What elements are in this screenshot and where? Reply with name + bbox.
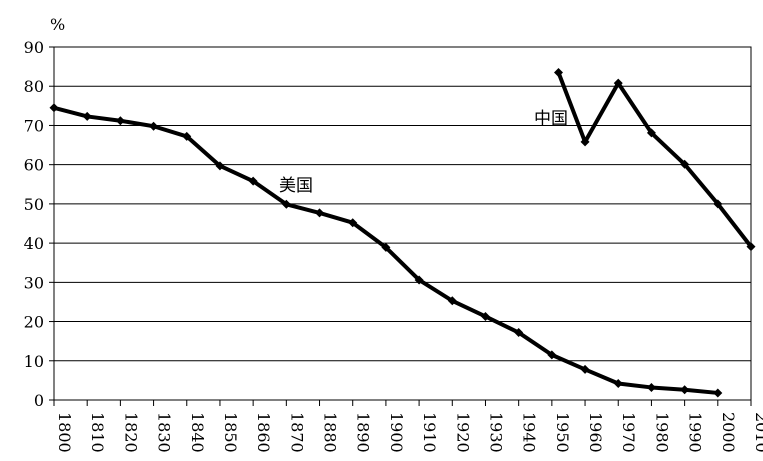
y-tick-label: 20	[24, 313, 44, 332]
data-point	[680, 385, 690, 395]
data-point	[480, 311, 490, 321]
data-point	[713, 199, 723, 209]
y-tick-label: 70	[24, 116, 44, 135]
data-point	[381, 242, 391, 252]
data-point	[680, 159, 690, 169]
y-tick-label: 80	[24, 77, 44, 96]
y-axis-ticks: 0 10 20 30 40 50 60 70 80 90	[24, 38, 54, 410]
y-tick-label: 10	[24, 352, 44, 371]
data-point	[182, 131, 192, 141]
x-tick-label: 1850	[221, 412, 240, 453]
x-tick-label: 1970	[619, 412, 638, 453]
x-tick-label: 1950	[553, 412, 572, 453]
data-point	[613, 78, 623, 88]
x-tick-label: 1880	[321, 412, 340, 453]
y-tick-label: 40	[24, 234, 44, 253]
data-point	[215, 161, 225, 171]
x-tick-label: 1820	[121, 412, 140, 453]
plot-area-frame	[53, 46, 752, 401]
gridlines	[54, 46, 751, 362]
x-axis-ticks: 1800 1810 1820 1830 1840 1850 1860 1870 1880 1890…	[53, 400, 763, 453]
series-label-usa: 美国	[279, 176, 313, 196]
data-point	[646, 382, 656, 392]
data-point	[553, 67, 563, 77]
data-point	[613, 379, 623, 389]
data-point	[580, 364, 590, 374]
y-tick-label: 50	[24, 195, 44, 214]
data-point	[281, 199, 291, 209]
x-tick-label: 1940	[520, 412, 539, 453]
x-tick-label: 1870	[287, 412, 306, 453]
y-tick-label: 90	[24, 38, 44, 57]
x-tick-label: 2010	[752, 412, 763, 453]
y-tick-label: 30	[24, 273, 44, 292]
x-tick-label: 1910	[420, 412, 439, 453]
data-point	[82, 111, 92, 121]
x-tick-label: 1930	[486, 412, 505, 453]
data-point	[49, 103, 59, 113]
data-point	[746, 242, 756, 252]
x-tick-label: 1830	[155, 412, 174, 453]
x-tick-label: 1890	[354, 412, 373, 453]
x-tick-label: 1800	[55, 412, 74, 453]
y-tick-label: 0	[34, 391, 44, 410]
series-label-china: 中国	[534, 109, 568, 129]
x-tick-label: 1980	[652, 412, 671, 453]
data-point	[514, 328, 524, 338]
data-point	[547, 350, 557, 360]
x-tick-label: 1840	[188, 412, 207, 453]
x-tick-label: 1900	[387, 412, 406, 453]
data-point	[580, 137, 590, 147]
data-point	[646, 128, 656, 138]
series-group	[49, 67, 756, 398]
data-point	[149, 121, 159, 131]
data-point	[115, 116, 125, 126]
series-line-1	[556, 70, 753, 249]
x-tick-label: 2000	[719, 412, 738, 453]
x-tick-label: 1920	[453, 412, 472, 453]
data-point	[315, 208, 325, 218]
y-tick-label: 60	[24, 156, 44, 175]
y-unit-label: %	[50, 15, 65, 34]
data-point	[248, 176, 258, 186]
data-point	[447, 296, 457, 306]
x-tick-label: 1990	[686, 412, 705, 453]
data-point	[414, 275, 424, 285]
x-tick-label: 1960	[586, 412, 605, 453]
data-point	[348, 218, 358, 228]
x-tick-label: 1860	[254, 412, 273, 453]
x-tick-label: 1810	[88, 412, 107, 453]
data-point	[713, 388, 723, 398]
